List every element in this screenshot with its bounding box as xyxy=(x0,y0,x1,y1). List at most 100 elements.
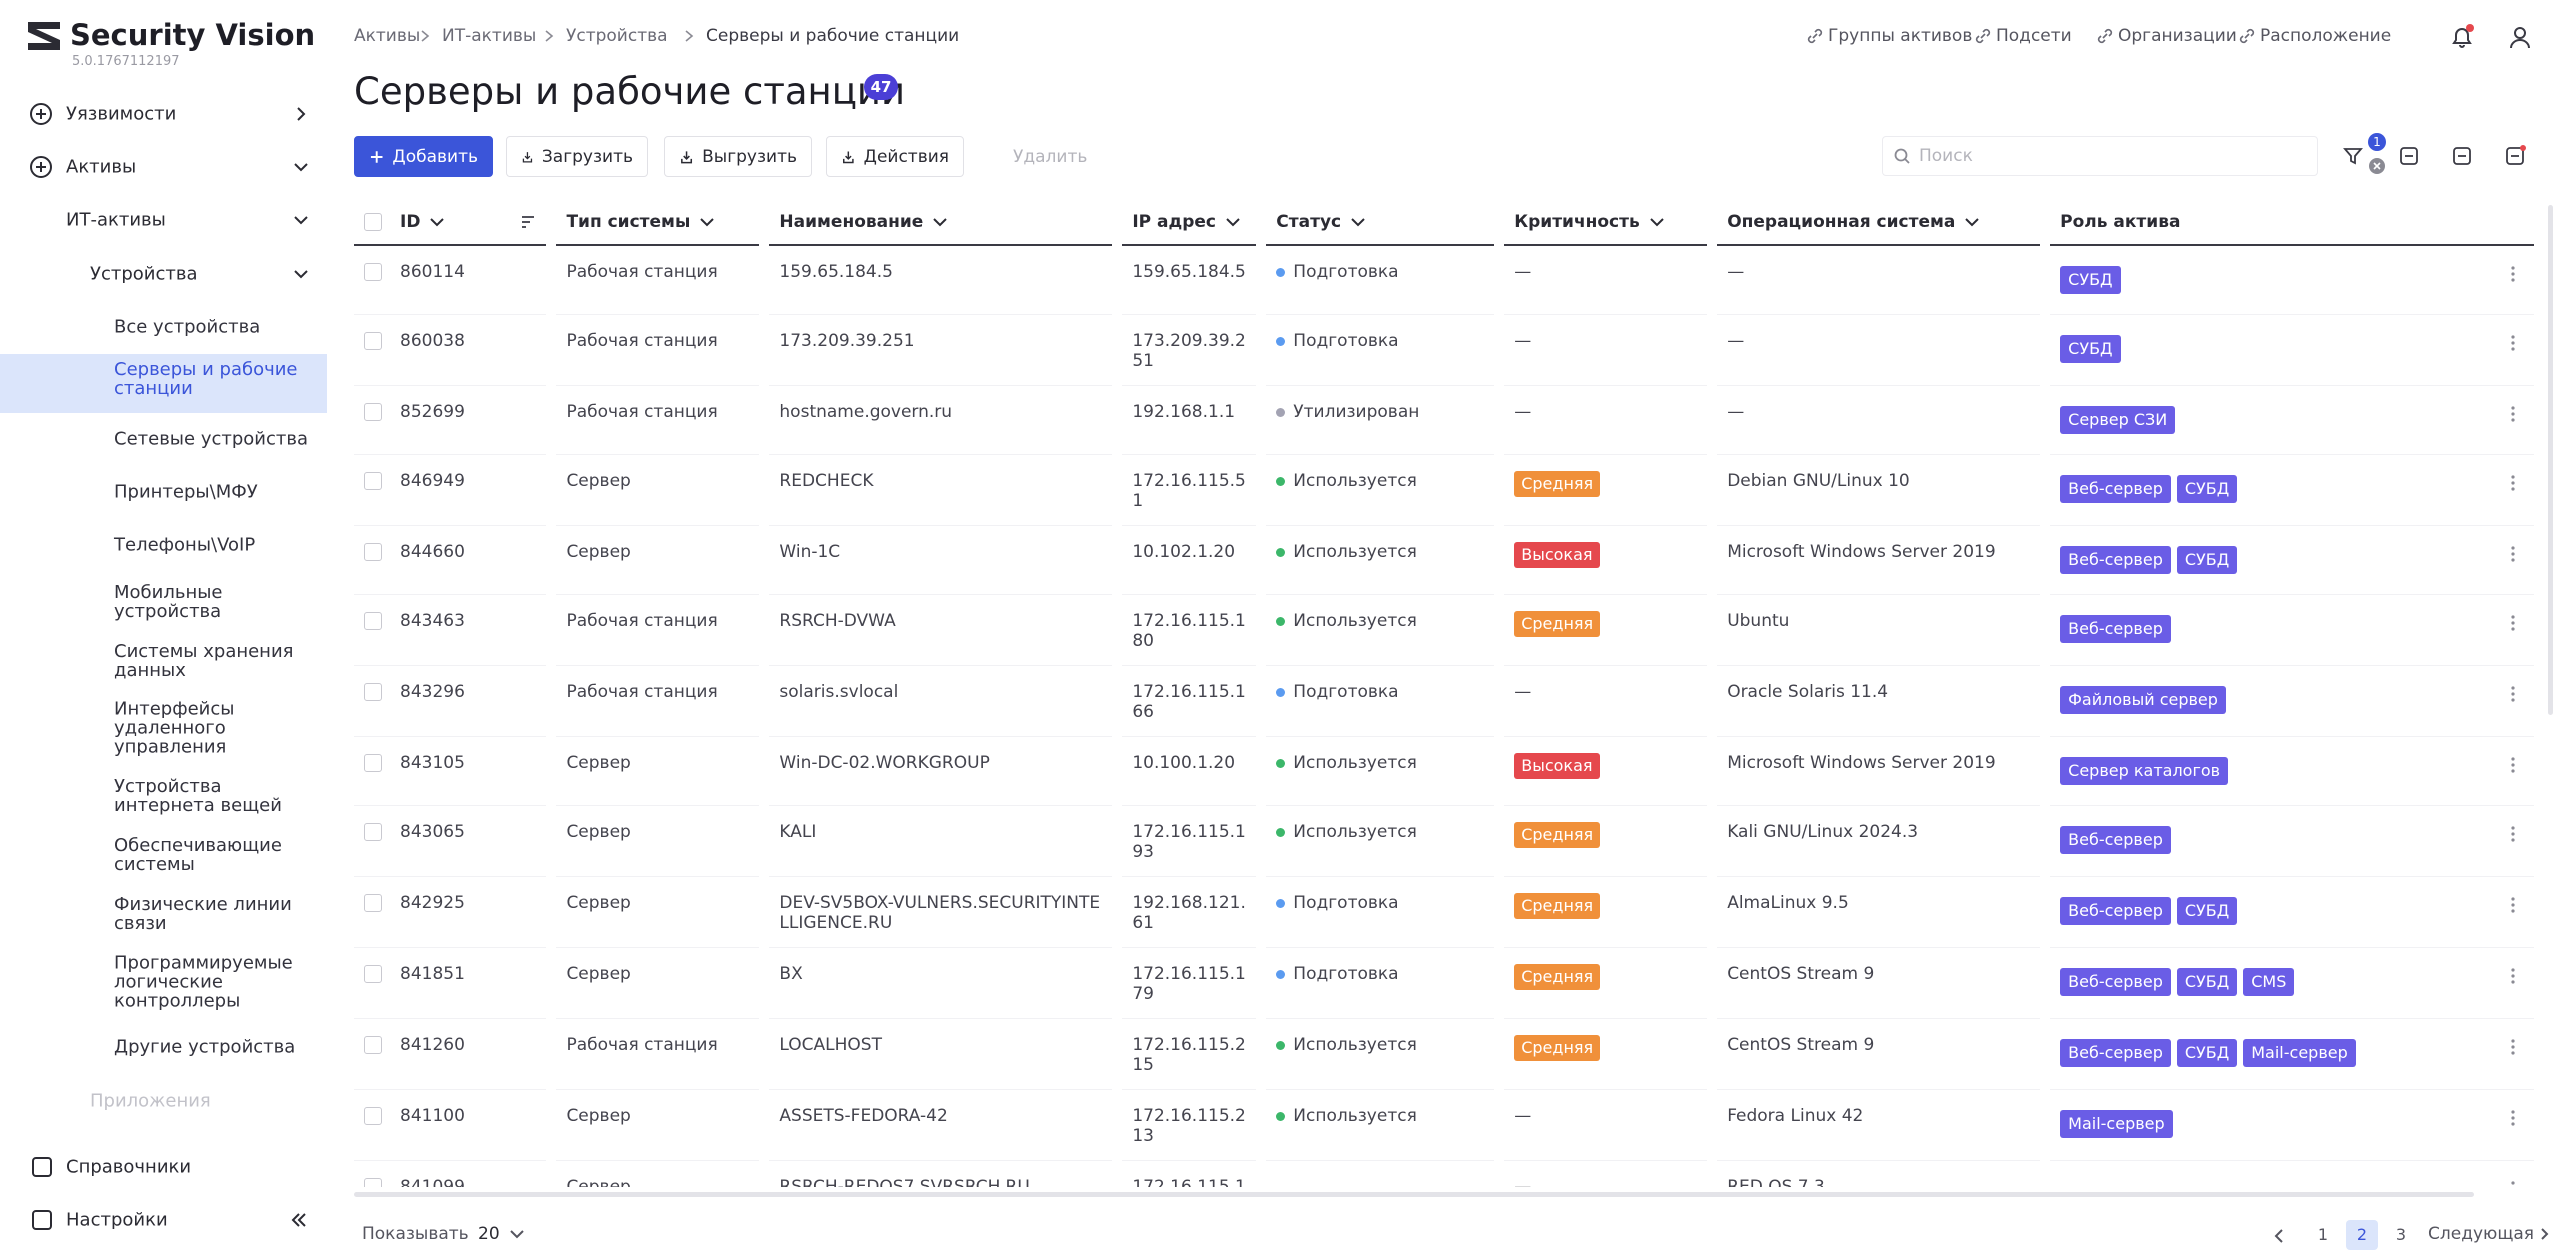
cell-name[interactable]: RSRCH-DVWA xyxy=(769,595,1113,666)
role-tags: Веб-сервер xyxy=(2060,611,2177,643)
cell-criticality: Высокая xyxy=(1504,737,1708,806)
checkbox[interactable] xyxy=(364,1036,382,1054)
header-link[interactable]: Организации xyxy=(2118,26,2237,46)
checkbox[interactable] xyxy=(364,263,382,281)
nav-sub-item[interactable]: Принтеры\МФУ xyxy=(114,481,258,503)
table-row[interactable]: 841260 Рабочая станция LOCALHOST 172.16.115… xyxy=(354,1019,2534,1090)
cell-name[interactable]: Win-DC-02.WORKGROUP xyxy=(769,737,1113,806)
checkbox[interactable] xyxy=(364,332,382,350)
table-row[interactable]: 843065 Сервер KALI 172.16.115.193 Использует… xyxy=(354,806,2534,877)
nav-item[interactable]: ИТ-активы xyxy=(66,209,166,231)
table-row[interactable]: 844660 Сервер Win-1C 10.102.1.20 Используетс… xyxy=(354,526,2534,595)
checkbox[interactable] xyxy=(364,612,382,630)
checkbox[interactable] xyxy=(364,894,382,912)
nav-sub-item[interactable]: Сетевые устройства xyxy=(114,428,309,450)
nav-item[interactable]: Устройства xyxy=(90,263,198,285)
table-row[interactable]: 841099 Сервер RSRCH-REDOS7.SVRSRCH.RU 172.1… xyxy=(354,1161,2534,1187)
cell-name[interactable]: Win-1C xyxy=(769,526,1113,595)
table-row[interactable]: 860038 Рабочая станция 173.209.39.251 173.2… xyxy=(354,315,2534,386)
status-dot xyxy=(1276,336,1286,346)
cell-roles: Mail-сервер xyxy=(2050,1090,2534,1161)
cell-name[interactable]: KALI xyxy=(769,806,1113,877)
nav-sub-item[interactable]: Мобильные устройства xyxy=(114,582,223,622)
nav-item[interactable]: Настройки xyxy=(66,1209,168,1231)
checkbox[interactable] xyxy=(364,403,382,421)
column-header[interactable]: Статус xyxy=(1266,200,1495,246)
cell-name[interactable]: BX xyxy=(769,948,1113,1019)
nav-sub-item[interactable]: Устройства интернета вещей xyxy=(114,776,282,816)
column-header[interactable]: Тип системы xyxy=(556,200,760,246)
cell-ip: 172.16.115.179 xyxy=(1122,948,1257,1019)
next-page[interactable]: Следующая xyxy=(2428,1224,2552,1244)
toolbar-button[interactable]: Загрузить xyxy=(506,136,648,177)
row-menu xyxy=(2511,897,2515,913)
cell-name[interactable]: 159.65.184.5 xyxy=(769,246,1113,315)
nav-item[interactable]: Уязвимости xyxy=(66,103,177,125)
table-row[interactable]: 852699 Рабочая станция hostname.govern.ru 1… xyxy=(354,386,2534,455)
nav-item-faded[interactable]: Приложения xyxy=(90,1090,211,1112)
checkbox[interactable] xyxy=(364,965,382,983)
search-box[interactable]: Поиск xyxy=(1882,136,2318,176)
toolbar-button[interactable]: Добавить xyxy=(354,136,493,177)
checkbox[interactable] xyxy=(364,683,382,701)
page-current[interactable]: 2 xyxy=(2346,1220,2378,1250)
nav-item-active[interactable]: Серверы и рабочие станции xyxy=(114,359,298,399)
column-header[interactable]: ID xyxy=(354,200,547,246)
table-row[interactable]: 842925 Сервер DEV-SV5BOX-VULNERS.SECURITYI… xyxy=(354,877,2534,948)
cell-name[interactable]: 173.209.39.251 xyxy=(769,315,1113,386)
cell-name[interactable]: DEV-SV5BOX-VULNERS.SECURITYINTELLIGENCE.… xyxy=(769,877,1113,948)
header-link[interactable]: Группы активов xyxy=(1828,26,1973,46)
checkbox[interactable] xyxy=(364,213,382,231)
cell-name[interactable]: REDCHECK xyxy=(769,455,1113,526)
checkbox[interactable] xyxy=(364,1107,382,1125)
cell-name[interactable]: hostname.govern.ru xyxy=(769,386,1113,455)
table-row[interactable]: 843296 Рабочая станция solaris.svlocal 172.… xyxy=(354,666,2534,737)
nav-sub-item[interactable]: Другие устройства xyxy=(114,1036,296,1058)
breadcrumb[interactable]: ИТ-активы xyxy=(442,26,537,46)
cell-criticality: — xyxy=(1504,1090,1708,1161)
link-icon xyxy=(1975,28,1991,44)
column-header[interactable]: Наименование xyxy=(769,200,1113,246)
nav-item[interactable]: Активы xyxy=(66,156,137,178)
table-row[interactable]: 843105 Сервер Win-DC-02.WORKGROUP 10.100.1.… xyxy=(354,737,2534,806)
table-row[interactable]: 860114 Рабочая станция 159.65.184.5 159.65.… xyxy=(354,246,2534,315)
nav-sub-item[interactable]: Системы хранения данных xyxy=(114,641,294,681)
checkbox[interactable] xyxy=(364,823,382,841)
checkbox[interactable] xyxy=(364,543,382,561)
cell-name[interactable]: RSRCH-REDOS7.SVRSRCH.RU xyxy=(769,1161,1112,1187)
asset-id: 841100 xyxy=(400,1106,465,1126)
cell-name[interactable]: solaris.svlocal xyxy=(769,666,1113,737)
toolbar-button[interactable]: Действия xyxy=(826,136,964,177)
table-row[interactable]: 841851 Сервер BX 172.16.115.179 Подготовка Ср… xyxy=(354,948,2534,1019)
header-link[interactable]: Подсети xyxy=(1996,26,2072,46)
checkbox[interactable] xyxy=(364,754,382,772)
page-size-select[interactable]: 20 xyxy=(478,1224,526,1244)
table-row[interactable]: 843463 Рабочая станция RSRCH-DVWA 172.16.11… xyxy=(354,595,2534,666)
criticality-badge: Средняя xyxy=(1514,471,1601,497)
nav-sub-item[interactable]: Все устройства xyxy=(114,316,261,338)
table-row[interactable]: 846949 Сервер REDCHECK 172.16.115.51 Использ… xyxy=(354,455,2534,526)
checkbox[interactable] xyxy=(364,1178,382,1187)
breadcrumb[interactable]: Устройства xyxy=(566,26,668,46)
nav-sub-item[interactable]: Программируемые логические контроллеры xyxy=(114,952,293,1012)
column-header[interactable]: Операционная система xyxy=(1717,200,2041,246)
column-header[interactable]: IP адрес xyxy=(1122,200,1257,246)
cell-name[interactable]: LOCALHOST xyxy=(769,1019,1113,1090)
table-row[interactable]: 841100 Сервер ASSETS-FEDORA-42 172.16.115.2… xyxy=(354,1090,2534,1161)
page-link[interactable]: 3 xyxy=(2395,1225,2407,1244)
header-link[interactable]: Расположение xyxy=(2260,26,2392,46)
toolbar-button[interactable]: Выгрузить xyxy=(664,136,812,177)
cell-name[interactable]: ASSETS-FEDORA-42 xyxy=(769,1090,1113,1161)
nav-sub-item[interactable]: Телефоны\VoIP xyxy=(114,534,256,556)
cell-criticality: — xyxy=(1504,246,1708,315)
checkbox[interactable] xyxy=(364,472,382,490)
cell-os: Ubuntu xyxy=(1717,595,2041,666)
breadcrumb[interactable]: Активы xyxy=(354,26,421,46)
nav-sub-item[interactable]: Обеспечивающие системы xyxy=(114,835,282,875)
nav-sub-item[interactable]: Физические линии связи xyxy=(114,894,292,934)
column-header[interactable]: Критичность xyxy=(1504,200,1708,246)
nav-sub-item[interactable]: Интерфейсы удаленного управления xyxy=(114,698,235,758)
nav-item[interactable]: Справочники xyxy=(66,1156,192,1178)
column-header[interactable]: Роль актива xyxy=(2050,200,2534,246)
page-link[interactable]: 1 xyxy=(2317,1225,2329,1244)
